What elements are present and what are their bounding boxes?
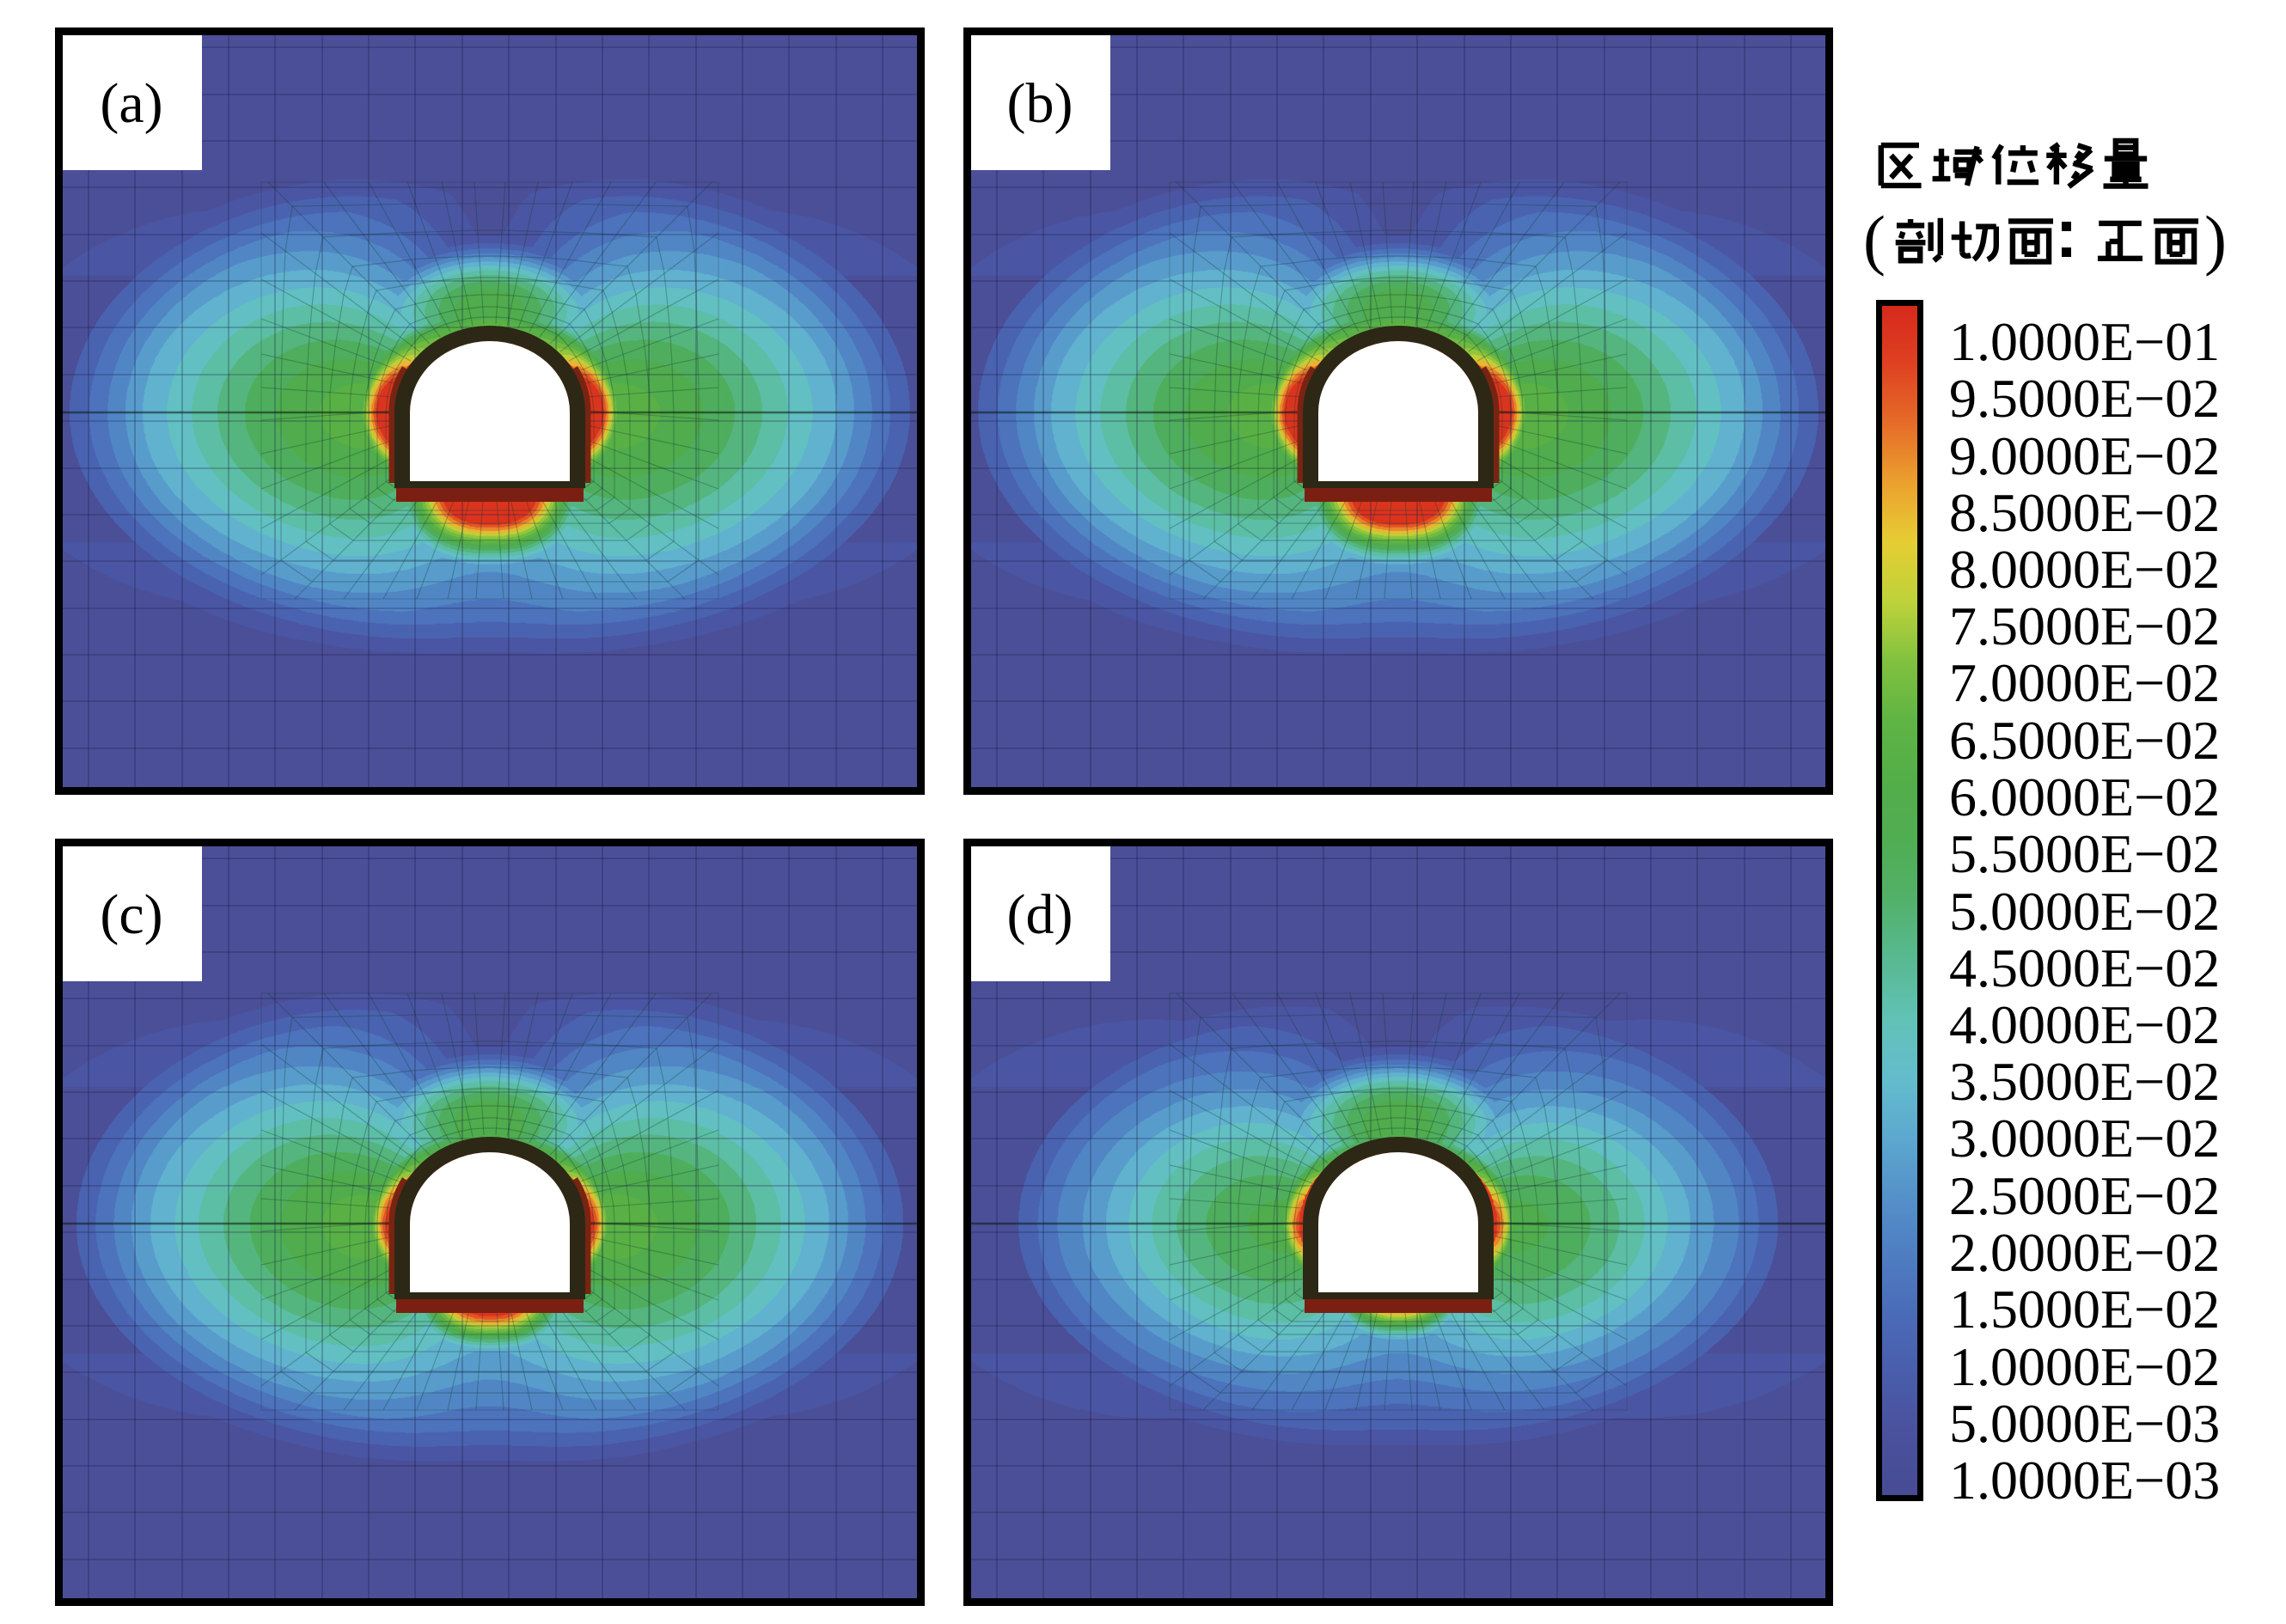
svg-text:1.0000E−03: 1.0000E−03 <box>1949 1450 2220 1511</box>
svg-text:(a): (a) <box>100 72 162 135</box>
svg-text:3.5000E−02: 3.5000E−02 <box>1949 1051 2220 1112</box>
svg-text:9.0000E−02: 9.0000E−02 <box>1949 425 2220 486</box>
svg-text:4.5000E−02: 4.5000E−02 <box>1949 937 2220 998</box>
svg-text:3.0000E−02: 3.0000E−02 <box>1949 1108 2220 1169</box>
svg-text:7.0000E−02: 7.0000E−02 <box>1949 652 2220 713</box>
svg-text:2.0000E−02: 2.0000E−02 <box>1949 1222 2220 1283</box>
svg-text:1.5000E−02: 1.5000E−02 <box>1949 1279 2220 1340</box>
svg-text:5.0000E−02: 5.0000E−02 <box>1949 881 2220 942</box>
svg-text:5.0000E−03: 5.0000E−03 <box>1949 1393 2220 1454</box>
svg-text:5.5000E−02: 5.5000E−02 <box>1949 823 2220 884</box>
svg-text:(d): (d) <box>1007 883 1073 946</box>
svg-text:6.0000E−02: 6.0000E−02 <box>1949 766 2220 827</box>
svg-text:(c): (c) <box>100 883 162 946</box>
svg-text:4.0000E−02: 4.0000E−02 <box>1949 994 2220 1055</box>
svg-text:(b): (b) <box>1007 72 1073 135</box>
svg-text:): ) <box>2204 202 2227 277</box>
svg-text:9.5000E−02: 9.5000E−02 <box>1949 368 2220 429</box>
svg-text:8.0000E−02: 8.0000E−02 <box>1949 539 2220 600</box>
svg-text:6.5000E−02: 6.5000E−02 <box>1949 710 2220 771</box>
svg-text:8.5000E−02: 8.5000E−02 <box>1949 482 2220 543</box>
svg-text:(: ( <box>1863 202 1886 277</box>
svg-text:7.5000E−02: 7.5000E−02 <box>1949 595 2220 656</box>
svg-text:1.0000E−02: 1.0000E−02 <box>1949 1336 2220 1397</box>
svg-text:2.5000E−02: 2.5000E−02 <box>1949 1165 2220 1226</box>
svg-text:1.0000E−01: 1.0000E−01 <box>1949 311 2220 372</box>
